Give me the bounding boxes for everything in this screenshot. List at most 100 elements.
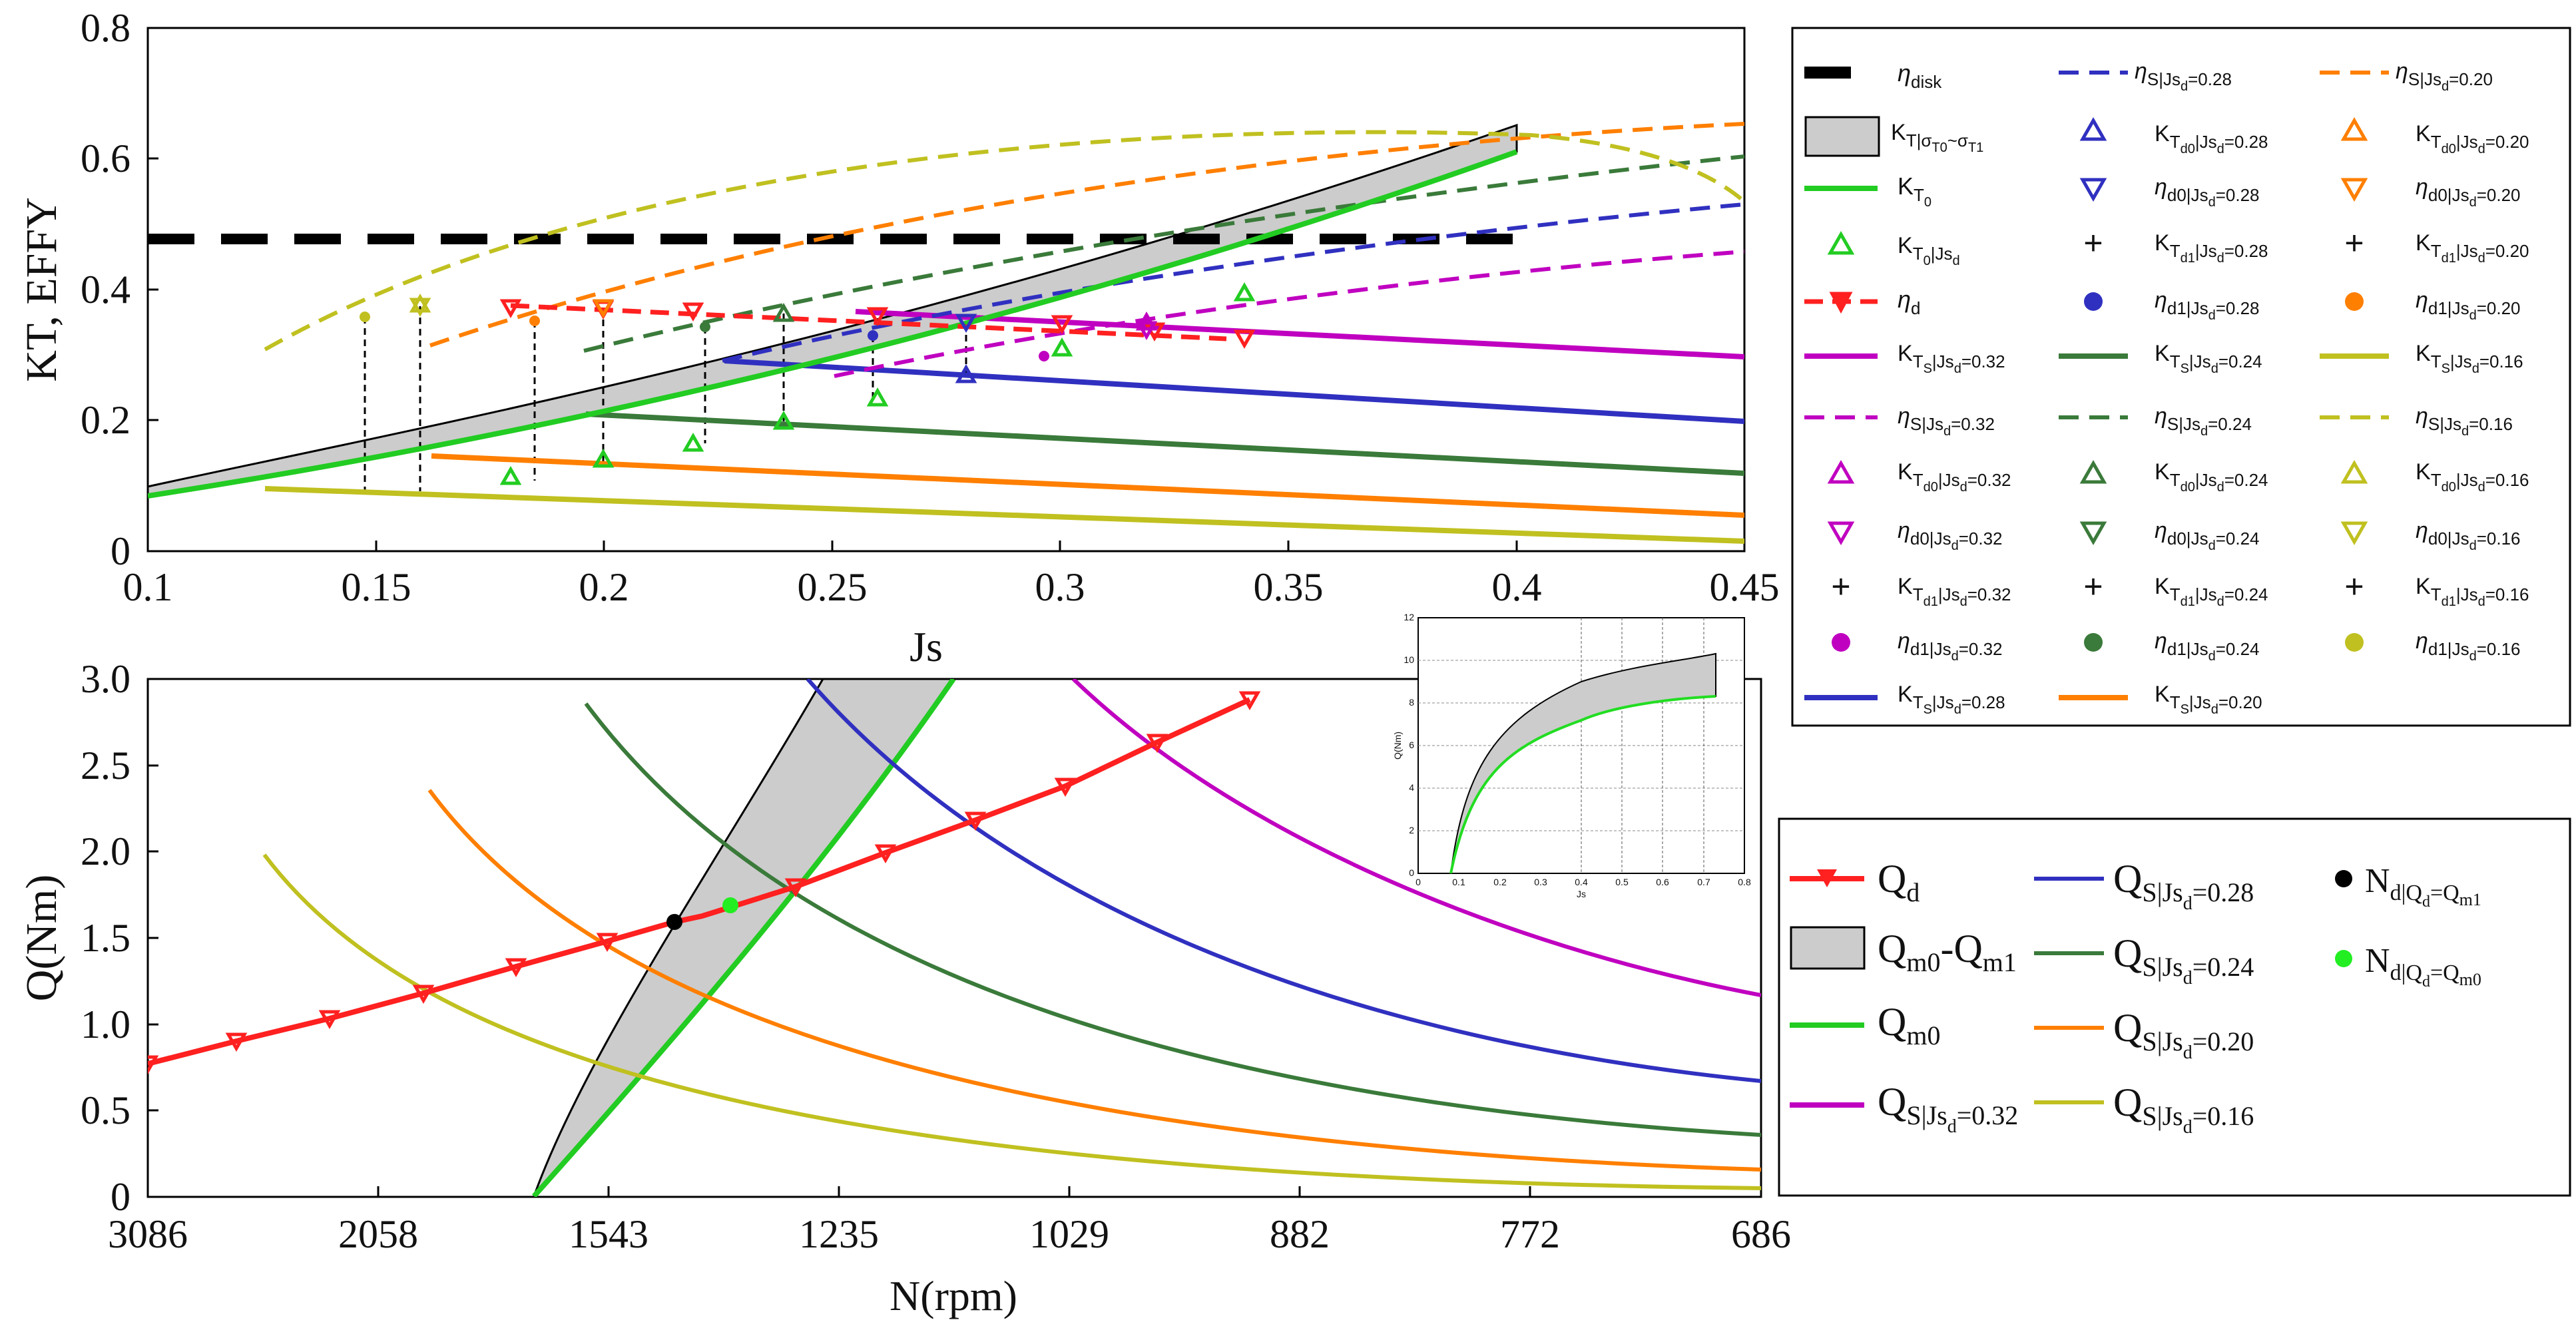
legend-marker-kt-d1-020: + [2344,224,2364,262]
legend-label-kt-d1-020: KTd1|Jsd=0.20 [2416,230,2529,266]
kt0-marker [499,465,522,485]
kt-s-032-line [855,309,1744,359]
legend-marker-eta-d0-020 [2340,178,2368,202]
inset-x-tick-label: 0.7 [1697,877,1710,887]
kt0-marker [1233,282,1256,302]
legend-marker-kt-d0-032 [1827,459,1855,484]
eta-s-024-line [583,154,1744,353]
legend-label-kt-d1-016: KTd1|Jsd=0.16 [2416,574,2529,609]
q-d-marker [1238,691,1261,711]
top-legend-box [1791,27,2571,727]
inset-x-tick-label: 0.1 [1452,877,1465,887]
top-axes-frame [146,27,1746,553]
x-tick-label: 0.25 [798,565,868,609]
x-tick-label: 1029 [1029,1212,1109,1256]
y-tick-label: 0 [111,1175,130,1219]
legend-label-kt-band: KT|σT0~σT1 [1891,120,1983,155]
legend-label-q-s-032: QS|Jsd=0.32 [1878,1080,2018,1137]
x-tick-label: 0.15 [342,565,411,609]
x-tick-label: 0.1 [123,565,173,609]
inset-y-tick-label: 6 [1409,740,1414,750]
bottom-legend-box [1778,817,2571,1197]
inset-x-tick-label: 0 [1416,877,1421,887]
eta-d-marker [682,302,704,322]
eta-d0-028-marker [955,314,977,333]
kt-d0-024-marker [772,302,795,322]
eta-d-line [510,303,1227,341]
legend-marker-q-d [1817,869,1837,887]
legend-label-kt-s-028: KTS|Jsd=0.28 [1898,682,2005,717]
legend-label-eta-d1-024: ηd1|Jsd=0.24 [2155,628,2260,664]
kt0-marker [682,432,704,452]
legend-label-q-s-020: QS|Jsd=0.20 [2113,1006,2254,1063]
legend-swatch-q-band [1790,926,1866,970]
legend-label-eta-s-032: ηS|Jsd=0.32 [1898,403,1995,439]
eta-s-016-line [264,130,1744,351]
n-d-qm1-point [666,914,682,930]
eta-s-020-line [429,122,1744,347]
x-tick-label: 0.4 [1492,565,1542,609]
q-d-marker [148,1055,159,1075]
legend-label-kt-s-024: KTS|Jsd=0.24 [2155,341,2262,376]
legend-label-n-d-qm1: Nd|Qd=Qm1 [2365,862,2481,911]
legend-label-eta-s-028: ηS|Jsd=0.28 [2135,59,2232,94]
legend-label-eta-d1-016: ηd1|Jsd=0.16 [2416,628,2521,664]
legend-label-eta-s-016: ηS|Jsd=0.16 [2416,403,2513,439]
inset-y-tick-label: 12 [1404,612,1414,622]
n-d-qm0-point [722,897,738,913]
kt0-marker [1051,337,1073,357]
legend-marker-kt-d0-028 [2079,116,2107,141]
legend-label-eta-d0-032: ηd0|Jsd=0.32 [1898,518,2003,553]
legend-marker-eta-d1-020 [2345,292,2364,311]
eta-d1-032-marker [1039,351,1049,361]
legend-label-q-band: Qm0-Qm1 [1878,927,2017,977]
legend-label-q-s-016: QS|Jsd=0.16 [2113,1080,2254,1138]
x-tick-label: 0.3 [1035,565,1085,609]
q-d-marker [1146,734,1168,754]
legend-marker-eta-d1-028 [2084,292,2103,311]
legend-label-kt0-jsd: KT0|Jsd [1898,233,1960,268]
q-d-marker [596,933,619,953]
legend-label-eta-s-020: ηS|Jsd=0.20 [2396,59,2493,94]
eta-d0-016-marker [409,298,431,318]
top-legend: ηdisk ηS|Jsd=0.28 ηS|Jsd=0.20 KT|σT0~σT1… [1791,27,2571,727]
kt0-line [148,149,1518,499]
legend-marker-eta-d0-016 [2340,521,2368,546]
x-tick-label: 2058 [338,1212,418,1256]
eta-d-marker [499,299,522,319]
legend-marker-eta-d1-032 [1832,633,1850,652]
legend-label-eta-s-024: ηS|Jsd=0.24 [2155,403,2252,439]
legend-label-kt-d0-032: KTd0|Jsd=0.32 [1898,459,2011,495]
legend-label-kt-s-032: KTS|Jsd=0.32 [1898,341,2005,376]
inset-x-tick-label: 0.3 [1534,877,1547,887]
legend-label-eta-d0-016: ηd0|Jsd=0.16 [2416,518,2521,553]
q-d-marker [964,811,987,831]
y-tick-label: 0 [111,529,130,573]
legend-label-q-d: Qd [1878,857,1920,907]
y-tick-label: 0.6 [81,136,130,180]
legend-label-eta-d1-020: ηd1|Jsd=0.20 [2416,288,2521,323]
kt-s-020-line [431,453,1744,518]
legend-marker-kt-d0-016 [2340,459,2368,484]
inset-x-axis-label: Js [1577,889,1586,899]
q-d-marker [318,1010,341,1030]
legend-label-eta-disk: ηdisk [1898,59,1942,92]
q-m0-line [532,679,956,1197]
kt0-marker [772,410,795,430]
inset-x-tick-label: 0.5 [1615,877,1629,887]
legend-label-eta-d: ηd [1898,286,1920,318]
q-s-028-line [806,679,1761,1083]
q-s-016-line [262,853,1761,1190]
bottom-y-axis-label: Q(Nm) [17,875,66,1002]
inset-y-tick-label: 10 [1404,654,1414,665]
legend-marker-eta-d [1829,292,1853,314]
legend-label-eta-d0-024: ηd0|Jsd=0.24 [2155,518,2260,553]
legend-label-n-d-qm0: Nd|Qd=Qm0 [2365,942,2481,991]
legend-marker-kt-d1-016: + [2344,568,2364,605]
inset-y-tick-label: 4 [1409,782,1414,793]
legend-marker-kt-d0-024 [2079,459,2107,484]
legend-marker-kt0-jsd [1827,230,1855,255]
top-y-axis-label: KT, EFFY [17,197,66,381]
legend-marker-eta-d0-032 [1827,521,1855,546]
